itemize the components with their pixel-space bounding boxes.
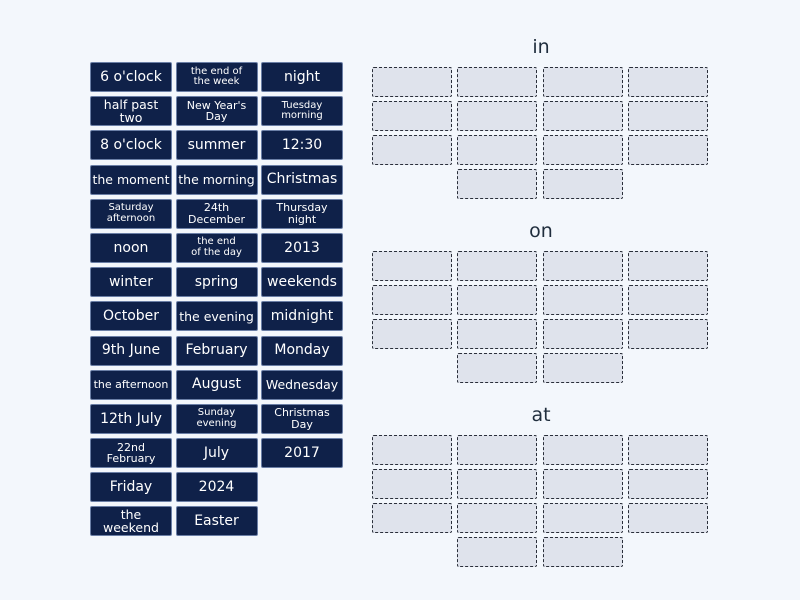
word-card[interactable]: the moment bbox=[90, 164, 172, 195]
drop-slot[interactable] bbox=[627, 67, 708, 97]
word-card[interactable]: 12:30 bbox=[261, 130, 343, 161]
drop-slot[interactable] bbox=[627, 251, 708, 281]
word-card[interactable]: Wednesday bbox=[261, 369, 343, 400]
drop-zone-at bbox=[372, 435, 710, 567]
word-card[interactable]: Christmas bbox=[261, 164, 343, 195]
word-card[interactable]: weekends bbox=[261, 267, 343, 298]
drop-slot[interactable] bbox=[542, 435, 623, 465]
word-card[interactable]: Tuesday morning bbox=[261, 96, 343, 127]
word-card[interactable]: 8 o'clock bbox=[90, 130, 172, 161]
word-card[interactable]: February bbox=[175, 335, 258, 366]
drop-slot[interactable] bbox=[372, 319, 452, 349]
word-card[interactable]: the end of the day bbox=[175, 232, 258, 263]
drop-slot[interactable] bbox=[542, 135, 623, 165]
drop-slot[interactable] bbox=[542, 285, 623, 315]
drop-slot[interactable] bbox=[457, 537, 538, 567]
drop-slot[interactable] bbox=[372, 135, 452, 165]
drop-slot[interactable] bbox=[542, 353, 623, 383]
drop-slot[interactable] bbox=[457, 319, 538, 349]
drop-slot[interactable] bbox=[542, 469, 623, 499]
word-card[interactable]: midnight bbox=[261, 301, 343, 332]
word-card[interactable]: summer bbox=[175, 130, 258, 161]
drop-slot[interactable] bbox=[372, 101, 452, 131]
drop-slot[interactable] bbox=[542, 537, 623, 567]
drop-slot[interactable] bbox=[627, 469, 708, 499]
word-card-bank: 6 o'clock the end of the week night half pa… bbox=[90, 62, 343, 537]
drop-slot[interactable] bbox=[372, 285, 452, 315]
word-card[interactable]: the weekend bbox=[90, 506, 172, 537]
word-card[interactable]: 2024 bbox=[175, 472, 258, 503]
drop-slot[interactable] bbox=[372, 251, 452, 281]
word-card[interactable]: 9th June bbox=[90, 335, 172, 366]
drop-slot[interactable] bbox=[457, 285, 538, 315]
drop-slot[interactable] bbox=[372, 67, 452, 97]
drop-slot[interactable] bbox=[627, 135, 708, 165]
drop-slot[interactable] bbox=[542, 67, 623, 97]
word-card[interactable]: Friday bbox=[90, 472, 172, 503]
word-card[interactable]: Easter bbox=[175, 506, 258, 537]
drop-slot[interactable] bbox=[457, 67, 538, 97]
drop-slot[interactable] bbox=[457, 503, 538, 533]
word-card[interactable]: Saturday afternoon bbox=[90, 198, 172, 229]
drop-slot[interactable] bbox=[542, 319, 623, 349]
word-card[interactable]: spring bbox=[175, 267, 258, 298]
word-card[interactable]: Thursday night bbox=[261, 198, 343, 229]
word-card[interactable]: the afternoon bbox=[90, 369, 172, 400]
drop-zone-in bbox=[372, 67, 710, 199]
drop-slot[interactable] bbox=[457, 469, 538, 499]
drop-slot[interactable] bbox=[542, 101, 623, 131]
word-card[interactable]: night bbox=[261, 62, 343, 92]
group-title-in: in bbox=[532, 36, 550, 58]
drop-slot[interactable] bbox=[457, 101, 538, 131]
word-card[interactable]: July bbox=[175, 438, 258, 469]
drop-slot[interactable] bbox=[627, 319, 708, 349]
drop-slot[interactable] bbox=[372, 469, 452, 499]
word-card[interactable]: Sunday evening bbox=[175, 403, 258, 434]
drop-slot[interactable] bbox=[627, 435, 708, 465]
word-card[interactable]: 22nd February bbox=[90, 438, 172, 469]
drop-slot[interactable] bbox=[542, 251, 623, 281]
word-card[interactable]: Christmas Day bbox=[261, 403, 343, 434]
word-card[interactable]: 2017 bbox=[261, 438, 343, 469]
drop-slot[interactable] bbox=[627, 503, 708, 533]
group-title-on: on bbox=[529, 220, 553, 242]
word-card[interactable]: the evening bbox=[175, 301, 258, 332]
word-card[interactable]: winter bbox=[90, 267, 172, 298]
word-card[interactable]: 12th July bbox=[90, 403, 172, 434]
word-card[interactable]: 24th December bbox=[175, 198, 258, 229]
drop-slot[interactable] bbox=[372, 435, 452, 465]
word-card[interactable]: 6 o'clock bbox=[90, 62, 172, 92]
word-card[interactable]: New Year's Day bbox=[175, 96, 258, 127]
drop-slot[interactable] bbox=[372, 503, 452, 533]
word-card[interactable]: August bbox=[175, 369, 258, 400]
drop-slot[interactable] bbox=[457, 251, 538, 281]
drop-slot[interactable] bbox=[457, 169, 538, 199]
word-card[interactable]: 2013 bbox=[261, 232, 343, 263]
group-title-at: at bbox=[531, 404, 551, 426]
word-card[interactable]: half past two bbox=[90, 96, 172, 127]
drop-slot[interactable] bbox=[542, 169, 623, 199]
drop-slot[interactable] bbox=[627, 285, 708, 315]
word-card[interactable]: Monday bbox=[261, 335, 343, 366]
drop-slot[interactable] bbox=[457, 435, 538, 465]
drop-slot[interactable] bbox=[457, 353, 538, 383]
word-card[interactable]: noon bbox=[90, 232, 172, 263]
word-card[interactable]: October bbox=[90, 301, 172, 332]
drop-slot[interactable] bbox=[542, 503, 623, 533]
drop-slot[interactable] bbox=[457, 135, 538, 165]
drop-slot[interactable] bbox=[627, 101, 708, 131]
word-card[interactable]: the end of the week bbox=[175, 62, 258, 92]
drop-zone-on bbox=[372, 251, 710, 383]
word-card[interactable]: the morning bbox=[175, 164, 258, 195]
